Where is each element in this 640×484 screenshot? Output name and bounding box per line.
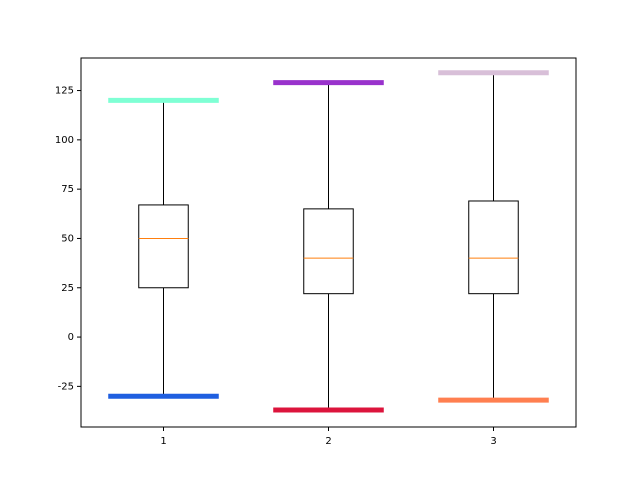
box	[468, 200, 519, 295]
y-tick-label: 25	[61, 283, 74, 294]
y-tick-label: 75	[61, 184, 74, 195]
box	[138, 204, 189, 289]
x-tick-label: 3	[490, 436, 496, 447]
y-tick-label: 0	[68, 332, 74, 343]
y-tick-label: 125	[55, 86, 74, 97]
y-tick-label: -25	[58, 381, 74, 392]
box	[303, 208, 354, 295]
y-tick-label: 100	[55, 135, 74, 146]
x-tick-label: 1	[160, 436, 166, 447]
x-tick-label: 2	[325, 436, 331, 447]
y-tick-label: 50	[61, 233, 74, 244]
